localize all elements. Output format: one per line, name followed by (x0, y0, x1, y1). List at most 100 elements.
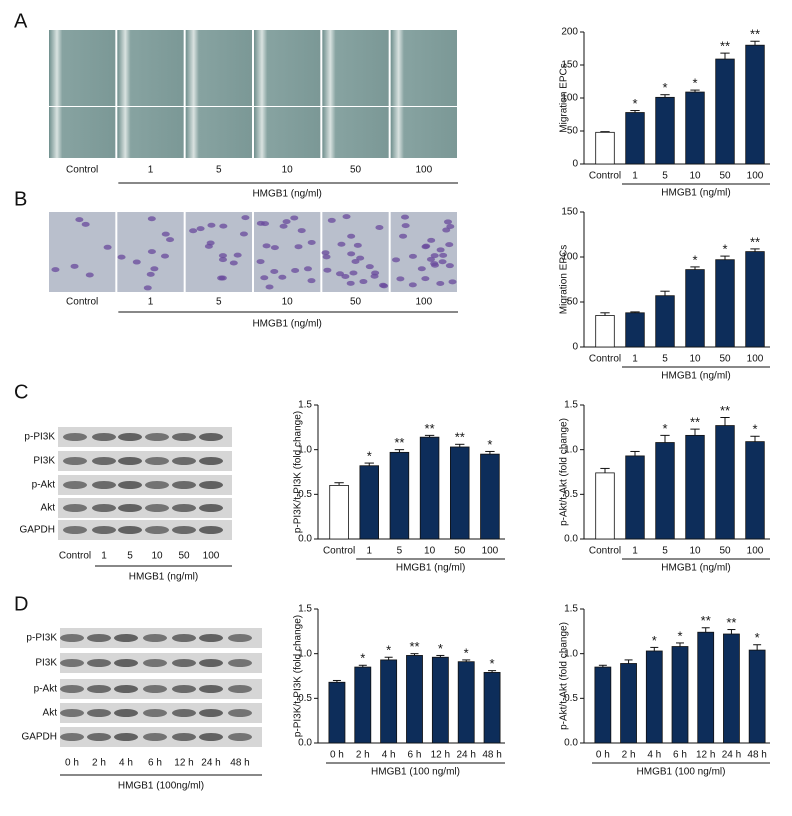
micrograph (322, 212, 389, 292)
cell (446, 224, 455, 230)
cell (436, 280, 445, 286)
blot-band (114, 733, 138, 741)
y-tick-label: 50 (567, 297, 579, 308)
lane-label: 24 h (201, 758, 220, 769)
panel-letter: B (14, 188, 27, 210)
lane-label: 5 (127, 551, 133, 562)
lane-label: 5 (216, 297, 222, 308)
lane-label: 100 (203, 551, 220, 562)
panel-letter: A (14, 10, 28, 32)
x-tick-label: 6 h (408, 750, 422, 761)
blot-band (172, 659, 196, 667)
bar (715, 259, 735, 348)
y-tick-label: 200 (561, 27, 578, 38)
blot-band (63, 481, 87, 489)
blot-band (172, 504, 196, 512)
x-tick-label: Control (589, 171, 621, 182)
x-tick-label: Control (589, 354, 621, 365)
x-tick-label: 48 h (747, 750, 766, 761)
y-tick-label: 150 (561, 60, 578, 71)
group-label: HMGB1 (ng/ml) (252, 189, 321, 200)
blot-band (143, 733, 167, 741)
blot-band (63, 457, 87, 465)
micrograph (254, 107, 321, 158)
cell (351, 259, 360, 265)
cell (438, 259, 447, 265)
micrograph (390, 30, 457, 106)
lane-label: 1 (148, 165, 154, 176)
x-tick-label: 0 h (330, 750, 344, 761)
blot-band (118, 526, 142, 534)
x-tick-label: 12 h (431, 750, 450, 761)
bar (480, 453, 500, 540)
x-tick-label: 24 h (722, 750, 741, 761)
significance: * (652, 633, 657, 648)
cell (270, 269, 279, 275)
significance: ** (455, 430, 465, 445)
micrograph (117, 107, 184, 158)
cell (359, 279, 368, 285)
significance: ** (750, 27, 760, 42)
x-tick-label: 0 h (596, 750, 610, 761)
lane-label: Control (66, 165, 98, 176)
x-tick-label: Control (589, 546, 621, 557)
x-tick-label: 6 h (673, 750, 687, 761)
bar (715, 425, 735, 540)
x-tick-label: 1 (632, 171, 638, 182)
lane-label: 12 h (174, 758, 193, 769)
cell (445, 263, 454, 269)
cell (161, 231, 170, 237)
lane-label: 10 (151, 551, 163, 562)
x-tick-label: 50 (719, 354, 731, 365)
cell (408, 253, 417, 259)
y-axis-label: Migration EPCs (559, 63, 570, 132)
y-tick-label: 1.5 (564, 604, 578, 615)
y-axis-label: p-PI3K/t-PI3K (fold change) (293, 411, 304, 533)
cell (51, 267, 60, 273)
x-tick-label: 2 h (356, 750, 370, 761)
lane-label: 10 (282, 297, 294, 308)
cell (346, 280, 355, 286)
y-tick-label: 0.5 (298, 489, 312, 500)
bar (406, 655, 423, 744)
significance: * (752, 422, 757, 437)
row-label: p-PI3K (26, 633, 57, 644)
blot-band (143, 685, 167, 693)
y-tick-label: 0 (572, 342, 578, 353)
cell (337, 241, 346, 247)
blot-band (118, 481, 142, 489)
bar (380, 659, 398, 744)
lane-label: 6 h (148, 758, 162, 769)
bar (745, 441, 765, 540)
cell (233, 252, 242, 258)
significance: ** (726, 615, 736, 630)
x-tick-label: 100 (747, 354, 764, 365)
y-axis-label: p-Akt/t-Akt (fold change) (559, 418, 570, 526)
lane-label: 50 (350, 165, 362, 176)
significance: ** (425, 421, 435, 436)
y-tick-label: 0.0 (298, 534, 312, 545)
cell (401, 214, 410, 220)
lane-label: 48 h (230, 758, 249, 769)
bar (595, 131, 615, 165)
bar (595, 472, 615, 540)
micrograph (390, 107, 457, 158)
cell (399, 233, 408, 239)
cell (85, 272, 94, 278)
cell (430, 253, 439, 259)
x-tick-label: 1 (366, 546, 372, 557)
blot-band (145, 457, 169, 465)
row-label: p-Akt (34, 684, 58, 695)
cell (147, 249, 156, 255)
cell (143, 285, 152, 291)
blot-band (60, 634, 84, 642)
bar (359, 465, 380, 540)
bar (620, 663, 637, 744)
cell (448, 279, 457, 285)
micrograph (49, 30, 116, 106)
y-tick-label: 1.0 (298, 444, 312, 455)
y-tick-label: 100 (561, 93, 578, 104)
bar (655, 96, 675, 165)
lane-label: 5 (216, 165, 222, 176)
cell (103, 244, 112, 250)
